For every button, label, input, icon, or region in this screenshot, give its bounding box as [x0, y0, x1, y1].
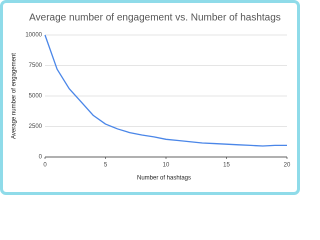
chart-title: Average number of engagement vs. Number …: [29, 13, 281, 24]
chart: Average number of engagement vs. Number …: [12, 13, 291, 182]
y-tick-label: 5000: [29, 94, 43, 100]
x-tick-label: 15: [223, 163, 230, 169]
x-axis-label: Number of hashtags: [137, 176, 191, 182]
x-tick-label: 5: [104, 163, 108, 169]
x-tick-label: 0: [43, 163, 47, 169]
y-tick-label: 10000: [25, 33, 42, 39]
frame: [0, 0, 300, 195]
y-tick-label: 7500: [29, 63, 43, 69]
line-series: [44, 34, 287, 147]
page: Average number of engagement vs. Number …: [0, 0, 300, 195]
x-tick-label: 10: [163, 163, 170, 169]
y-tick-label: 2500: [29, 124, 43, 130]
x-tick-label: 20: [284, 163, 291, 169]
y-tick-label: 0: [39, 155, 43, 161]
y-axis-label: Average number of engagement: [12, 53, 18, 139]
